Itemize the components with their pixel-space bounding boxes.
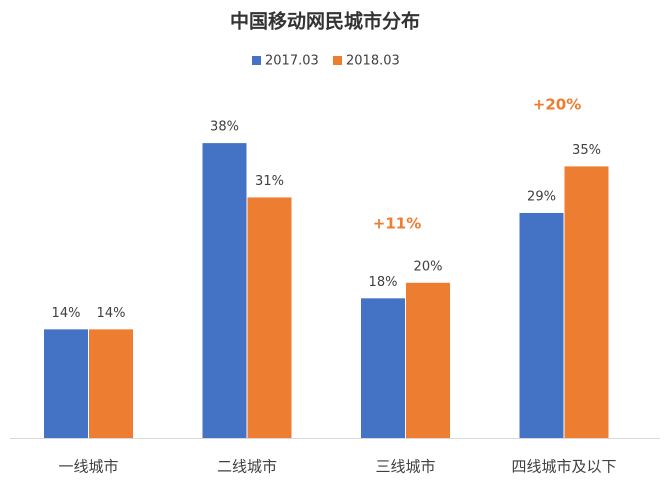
x-tick-label: 二线城市 [217,458,277,476]
bar [89,329,133,438]
value-label: 35% [572,143,601,158]
value-label: 31% [255,174,284,189]
value-label: 29% [527,189,556,204]
bar [361,298,405,438]
x-tick-label: 三线城市 [375,458,435,476]
bar [564,166,609,438]
legend-label: 2017.03 [265,54,319,69]
x-tick-label: 四线城市及以下 [511,458,616,476]
value-label: 14% [97,306,126,321]
bar [44,329,88,438]
value-label: 38% [210,120,239,135]
legend-swatch [252,56,261,65]
legend-label: 2018.03 [346,54,400,69]
value-label: 14% [52,306,81,321]
x-tick-label: 一线城市 [58,458,118,476]
value-label: 20% [414,259,443,274]
bar [519,212,564,438]
bar [406,282,450,438]
bar [247,197,292,438]
chart-title: 中国移动网民城市分布 [230,10,420,33]
annotation: +20% [533,96,581,114]
legend-swatch [333,56,342,65]
bar [202,143,247,438]
annotation: +11% [373,215,421,233]
value-label: 18% [369,275,398,290]
